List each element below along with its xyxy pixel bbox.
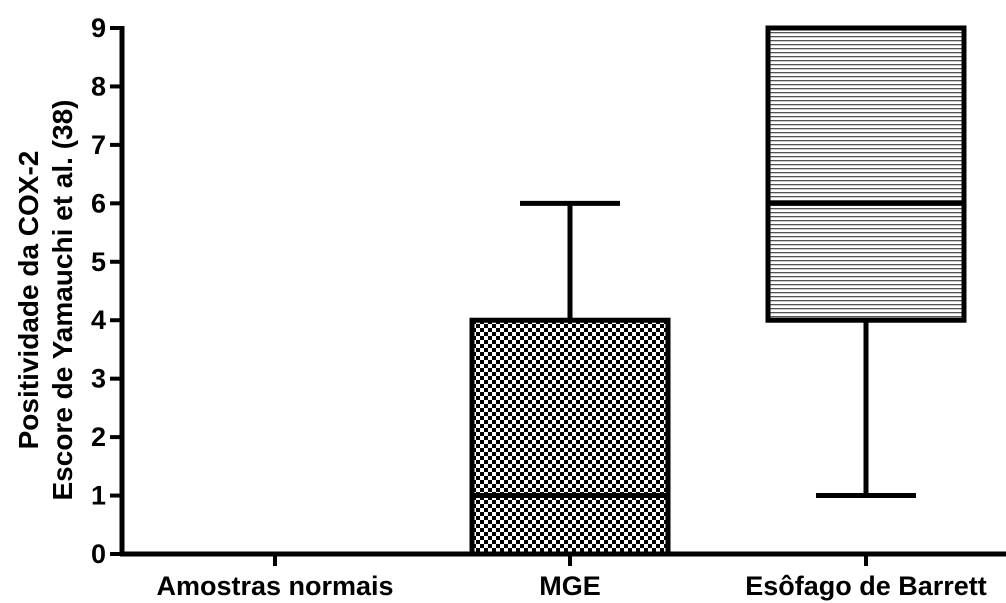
y-tick-label-9: 9 [91,13,106,43]
y-tick-label-4: 4 [91,305,106,335]
y-tick-label-8: 8 [91,71,106,101]
plot-marks [469,25,967,557]
box-body-1 [469,317,671,557]
x-tick-label-1: MGE [539,571,601,601]
box-body-2 [765,25,967,323]
x-tick-label-0: Amostras normais [156,571,393,601]
y-tick-label-5: 5 [91,247,106,277]
x-tick-label-2: Esôfago de Barrett [745,571,987,601]
box-2 [765,25,967,499]
y-axis-title-line-2: Escore de Yamauchi et al. (38) [47,99,78,500]
y-axis-title: Positividade da COX-2 Escore de Yamauchi… [13,99,78,500]
box-1 [469,200,671,557]
y-tick-label-0: 0 [91,539,106,569]
y-tick-label-3: 3 [91,364,106,394]
y-tick-label-2: 2 [91,422,106,452]
y-axis-title-line-1: Positividade da COX-2 [13,151,44,450]
y-tick-label-6: 6 [91,188,106,218]
x-axis: Amostras normais MGE Esôfago de Barrett [120,551,1006,601]
y-axis: 0 1 2 3 4 5 6 7 8 9 [91,13,125,569]
y-tick-label-1: 1 [91,481,106,511]
y-tick-label-7: 7 [91,130,106,160]
